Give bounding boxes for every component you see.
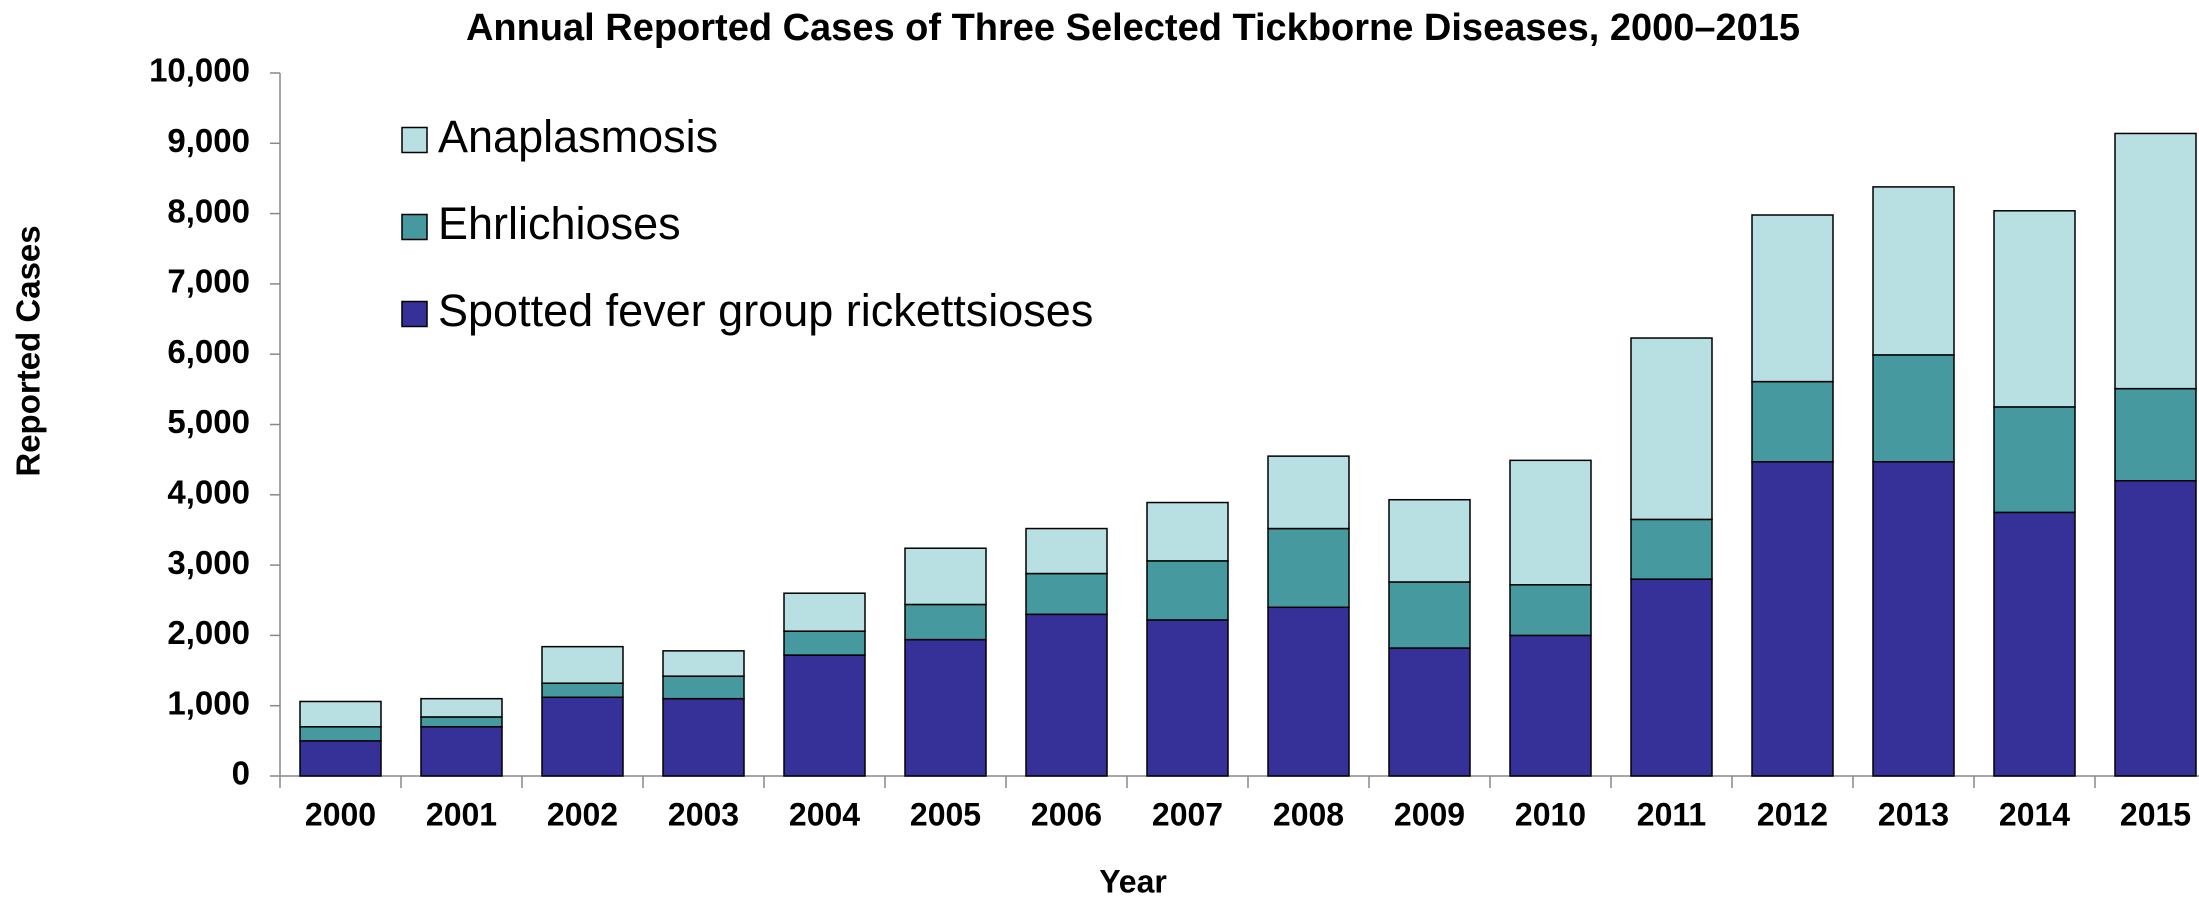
bar-segment bbox=[1146, 560, 1229, 621]
bar-segment bbox=[420, 697, 503, 718]
x-axis-label: Year bbox=[1099, 863, 1167, 898]
bar-segment bbox=[783, 654, 866, 777]
legend-label: Anaplasmosis bbox=[438, 111, 718, 162]
y-tick-label: 3,000 bbox=[167, 544, 250, 581]
bar-segment bbox=[2114, 387, 2197, 482]
chart-title: Annual Reported Cases of Three Selected … bbox=[466, 7, 1800, 49]
bar-segment bbox=[1751, 214, 1834, 383]
x-tick-label: 2006 bbox=[1031, 796, 1102, 832]
bar-segment bbox=[1509, 584, 1592, 637]
x-tick-label: 2015 bbox=[2120, 796, 2191, 832]
bar-segment bbox=[904, 638, 987, 777]
bar-segment bbox=[1630, 518, 1713, 580]
bar-segment bbox=[2114, 479, 2197, 777]
y-tick-label: 4,000 bbox=[167, 474, 250, 511]
x-tick-label: 2012 bbox=[1757, 796, 1828, 832]
legend-swatch bbox=[401, 300, 428, 328]
bar-segment bbox=[1267, 606, 1350, 777]
x-tick-label: 2004 bbox=[789, 796, 860, 832]
bar-segment bbox=[1630, 337, 1713, 521]
x-tick-label: 2013 bbox=[1878, 796, 1949, 832]
bar-segment bbox=[1146, 501, 1229, 562]
bar-segment bbox=[1267, 527, 1350, 609]
bar-segment bbox=[2114, 132, 2197, 390]
y-tick-label: 9,000 bbox=[167, 122, 250, 159]
y-axis-label: Reported Cases bbox=[10, 225, 47, 476]
x-tick-label: 2007 bbox=[1152, 796, 1223, 832]
x-tick-label: 2001 bbox=[426, 796, 497, 832]
bar-segment bbox=[1509, 459, 1592, 586]
bar-segment bbox=[1146, 619, 1229, 777]
x-tick-label: 2010 bbox=[1515, 796, 1586, 832]
bar-segment bbox=[1630, 578, 1713, 777]
bar-segment bbox=[299, 700, 382, 728]
bar-segment bbox=[1388, 581, 1471, 649]
y-tick-label: 5,000 bbox=[167, 403, 250, 440]
bar-segment bbox=[299, 740, 382, 777]
bar-segment bbox=[1751, 380, 1834, 463]
bar-segment bbox=[1267, 455, 1350, 530]
bar-segment bbox=[904, 603, 987, 641]
bar-segment bbox=[1388, 647, 1471, 777]
x-tick-label: 2000 bbox=[305, 796, 376, 832]
bar-segment bbox=[1751, 461, 1834, 777]
legend-swatch bbox=[401, 126, 428, 154]
y-tick-label: 2,000 bbox=[167, 614, 250, 651]
x-tick-label: 2003 bbox=[668, 796, 739, 832]
bar-segment bbox=[420, 726, 503, 777]
legend-label: Spotted fever group rickettsioses bbox=[438, 285, 1093, 336]
bar-segment bbox=[662, 675, 745, 700]
bar-segment bbox=[1872, 461, 1955, 777]
bar-segment bbox=[1025, 613, 1108, 777]
bar-segment bbox=[1025, 572, 1108, 616]
bar-segment bbox=[1993, 210, 2076, 408]
bar-segment bbox=[420, 716, 503, 728]
y-tick-label: 1,000 bbox=[167, 684, 250, 721]
bar-segment bbox=[1872, 354, 1955, 463]
x-tick-label: 2014 bbox=[1999, 796, 2070, 832]
bar-segment bbox=[1872, 186, 1955, 356]
y-tick-label: 7,000 bbox=[167, 263, 250, 300]
x-tick-label: 2008 bbox=[1273, 796, 1344, 832]
bar-segment bbox=[904, 547, 987, 606]
legend-swatch bbox=[401, 213, 428, 241]
bar-segment bbox=[1388, 498, 1471, 583]
bar-segment bbox=[541, 645, 624, 684]
bar-segment bbox=[662, 697, 745, 777]
y-tick-label: 8,000 bbox=[167, 192, 250, 229]
y-tick-label: 0 bbox=[232, 755, 250, 792]
bar-segment bbox=[1509, 634, 1592, 777]
bar-segment bbox=[299, 726, 382, 742]
y-tick-label: 10,000 bbox=[149, 52, 250, 89]
legend-label: Ehrlichioses bbox=[438, 198, 681, 249]
bar-segment bbox=[1025, 527, 1108, 575]
bar-segment bbox=[541, 696, 624, 777]
y-tick-label: 6,000 bbox=[167, 333, 250, 370]
bar-segment bbox=[783, 592, 866, 632]
x-tick-label: 2005 bbox=[910, 796, 981, 832]
x-tick-label: 2002 bbox=[547, 796, 618, 832]
bar-segment bbox=[662, 650, 745, 677]
bar-segment bbox=[1993, 511, 2076, 777]
bar-segment bbox=[541, 682, 624, 699]
bar-segment bbox=[1993, 406, 2076, 514]
bar-segment bbox=[783, 630, 866, 656]
x-tick-label: 2009 bbox=[1394, 796, 1465, 832]
x-tick-label: 2011 bbox=[1637, 796, 1706, 832]
